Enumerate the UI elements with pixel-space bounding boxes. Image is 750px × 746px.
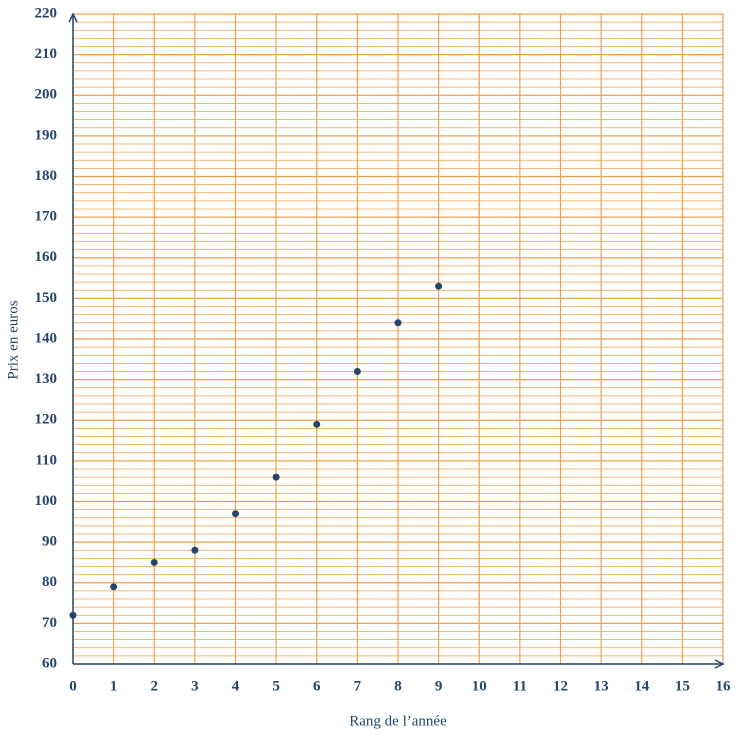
- x-tick-label: 6: [313, 678, 321, 694]
- x-tick-label: 16: [716, 678, 732, 694]
- y-tick-label: 190: [35, 127, 58, 143]
- y-tick-label: 150: [35, 290, 58, 306]
- point: [191, 546, 199, 554]
- y-tick-label: 70: [42, 615, 57, 631]
- x-tick-label: 11: [513, 678, 527, 694]
- x-axis-arrow: [714, 659, 725, 669]
- y-tick-label: 120: [35, 412, 58, 428]
- x-tick-label: 1: [110, 678, 118, 694]
- point: [353, 368, 361, 375]
- y-tick-label: 100: [35, 493, 58, 509]
- y-tick-label: 170: [35, 209, 58, 225]
- x-tick-label: 12: [553, 678, 568, 694]
- x-tick-label: 5: [272, 678, 280, 694]
- y-tick-label: 60: [42, 655, 57, 671]
- x-tick-label: 3: [191, 678, 199, 694]
- x-tick-label: 13: [594, 678, 609, 694]
- point: [150, 558, 158, 566]
- y-tick-label: 130: [35, 371, 58, 387]
- point: [110, 583, 118, 591]
- point: [272, 473, 280, 481]
- x-tick-label: 9: [435, 678, 443, 694]
- x-axis-label: Rang de l’année: [349, 713, 447, 729]
- grid: [72, 13, 724, 665]
- y-axis-arrow: [68, 12, 78, 23]
- x-tick-label: 0: [69, 678, 77, 694]
- y-tick-label: 140: [35, 330, 58, 346]
- x-tick-label: 7: [354, 678, 362, 694]
- y-axis-label: Prix en euros: [5, 300, 21, 379]
- y-tick-label: 200: [35, 87, 58, 103]
- x-tick-label: 4: [232, 678, 240, 694]
- x-tick-label: 15: [675, 678, 690, 694]
- y-tick-label: 80: [42, 574, 57, 590]
- point: [435, 282, 443, 290]
- y-tick-label: 210: [35, 46, 58, 62]
- y-tick-label: 110: [35, 452, 57, 468]
- marks: [69, 282, 443, 619]
- y-tick-label: 180: [35, 168, 58, 184]
- x-tick-label: 14: [634, 678, 650, 694]
- x-tick-label: 8: [394, 678, 402, 694]
- y-tick-label: 160: [35, 249, 58, 265]
- x-tick-label: 10: [472, 678, 487, 694]
- point: [313, 420, 321, 428]
- y-tick-label: 90: [42, 534, 57, 550]
- point: [394, 319, 402, 327]
- x-tick-label: 2: [151, 678, 159, 694]
- y-tick-label: 220: [35, 5, 58, 21]
- point: [232, 510, 239, 518]
